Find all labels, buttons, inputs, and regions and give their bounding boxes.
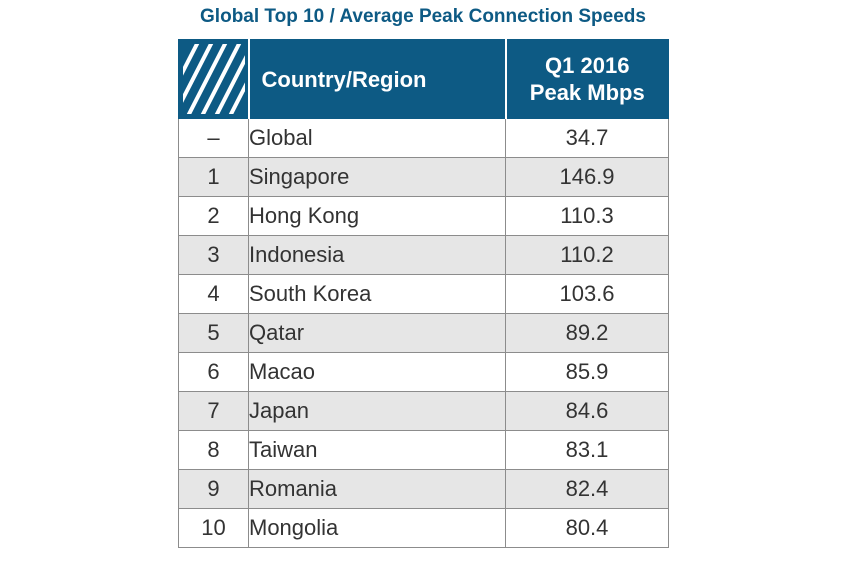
country-cell: Macao (248, 352, 506, 392)
speed-cell: 83.1 (505, 430, 669, 470)
table-row: 1 Singapore 146.9 (178, 157, 669, 197)
rank-cell: – (178, 118, 249, 158)
country-cell: Mongolia (248, 508, 506, 548)
chart-title: Global Top 10 / Average Peak Connection … (200, 6, 646, 27)
speed-cell: 89.2 (505, 313, 669, 353)
table-row: 3 Indonesia 110.2 (178, 235, 669, 275)
rank-cell: 5 (178, 313, 249, 353)
rank-cell: 2 (178, 196, 249, 236)
rank-cell: 6 (178, 352, 249, 392)
country-cell: South Korea (248, 274, 506, 314)
table-row: 2 Hong Kong 110.3 (178, 196, 669, 236)
rank-cell: 4 (178, 274, 249, 314)
speed-cell: 84.6 (505, 391, 669, 431)
table-row: 8 Taiwan 83.1 (178, 430, 669, 470)
country-header: Country/Region (247, 39, 507, 119)
table-row: 5 Qatar 89.2 (178, 313, 669, 353)
speed-cell: 110.2 (505, 235, 669, 275)
table-row: 4 South Korea 103.6 (178, 274, 669, 314)
table-row: – Global 34.7 (178, 118, 669, 158)
rank-cell: 3 (178, 235, 249, 275)
speed-cell: 85.9 (505, 352, 669, 392)
country-cell: Indonesia (248, 235, 506, 275)
country-cell: Global (248, 118, 506, 158)
rank-cell: 7 (178, 391, 249, 431)
table-row: 7 Japan 84.6 (178, 391, 669, 431)
speed-header-line2: Peak Mbps (529, 80, 645, 105)
country-cell: Romania (248, 469, 506, 509)
speed-header-line1: Q1 2016 (545, 53, 630, 78)
speed-header: Q1 2016 Peak Mbps (505, 39, 669, 119)
rank-header (178, 39, 249, 119)
rank-cell: 8 (178, 430, 249, 470)
speed-cell: 146.9 (505, 157, 669, 197)
country-cell: Hong Kong (248, 196, 506, 236)
speed-cell: 34.7 (505, 118, 669, 158)
header-row: Country/Region Q1 2016 Peak Mbps (178, 39, 669, 119)
rank-cell: 9 (178, 469, 249, 509)
rank-cell: 10 (178, 508, 249, 548)
speed-table: Country/Region Q1 2016 Peak Mbps – Global… (178, 39, 669, 548)
hatch-pattern-icon (183, 44, 245, 114)
table-row: 6 Macao 85.9 (178, 352, 669, 392)
table-row: 10 Mongolia 80.4 (178, 508, 669, 548)
table-body: – Global 34.7 1 Singapore 146.9 2 Hong Kong 110.… (178, 118, 669, 548)
country-cell: Singapore (248, 157, 506, 197)
country-cell: Taiwan (248, 430, 506, 470)
speed-cell: 110.3 (505, 196, 669, 236)
table-row: 9 Romania 82.4 (178, 469, 669, 509)
speed-cell: 80.4 (505, 508, 669, 548)
country-cell: Japan (248, 391, 506, 431)
speed-cell: 82.4 (505, 469, 669, 509)
speed-cell: 103.6 (505, 274, 669, 314)
country-cell: Qatar (248, 313, 506, 353)
rank-cell: 1 (178, 157, 249, 197)
